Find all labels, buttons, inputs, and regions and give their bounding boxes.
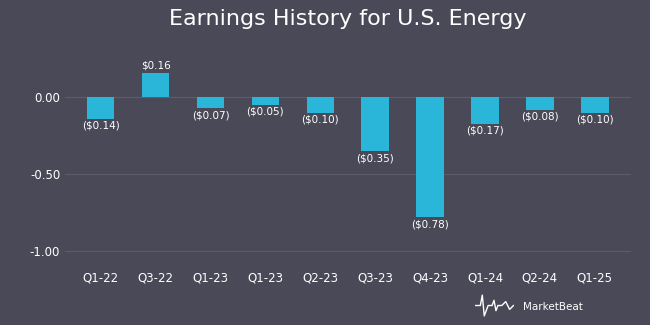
- Text: ($0.78): ($0.78): [411, 219, 449, 229]
- Text: ($0.17): ($0.17): [466, 125, 504, 136]
- Bar: [87, 98, 114, 119]
- Bar: [417, 98, 444, 217]
- Bar: [142, 73, 169, 98]
- Text: ($0.08): ($0.08): [521, 111, 559, 122]
- Bar: [581, 98, 608, 113]
- Bar: [252, 98, 279, 105]
- Bar: [471, 98, 499, 124]
- Bar: [197, 98, 224, 108]
- Text: $0.16: $0.16: [140, 61, 170, 71]
- Text: MarketBeat: MarketBeat: [523, 302, 583, 312]
- Bar: [526, 98, 554, 110]
- Text: ($0.35): ($0.35): [356, 153, 394, 163]
- Text: ($0.10): ($0.10): [302, 115, 339, 124]
- Bar: [307, 98, 334, 113]
- Text: ($0.10): ($0.10): [576, 115, 614, 124]
- Text: ($0.05): ($0.05): [246, 107, 284, 117]
- Text: ($0.07): ($0.07): [192, 110, 229, 120]
- Bar: [361, 98, 389, 151]
- Title: Earnings History for U.S. Energy: Earnings History for U.S. Energy: [169, 9, 526, 29]
- Text: ($0.14): ($0.14): [82, 121, 120, 131]
